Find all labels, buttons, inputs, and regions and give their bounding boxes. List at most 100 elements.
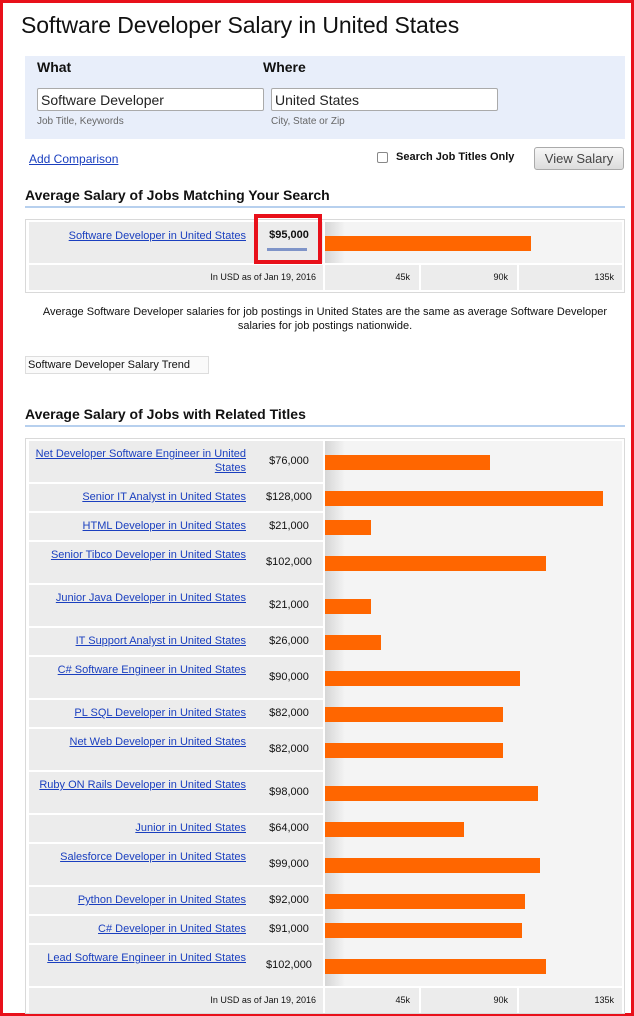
related-bar xyxy=(325,491,603,506)
matching-chart: Software Developer in United States $95,… xyxy=(25,219,625,293)
matching-salary: $95,000 xyxy=(269,229,309,241)
related-bar xyxy=(325,707,503,722)
related-row-label-area xyxy=(29,628,323,655)
related-bar xyxy=(325,894,525,909)
related-bar xyxy=(325,858,540,873)
related-bar xyxy=(325,635,381,650)
matching-tick-label: 135k xyxy=(594,272,614,282)
related-bar xyxy=(325,599,371,614)
related-row-label-area xyxy=(29,441,323,482)
related-job-link[interactable]: PL SQL Developer in United States xyxy=(74,707,246,719)
related-job-link[interactable]: Net Web Developer in United States xyxy=(69,736,247,748)
related-axis-note: In USD as of Jan 19, 2016 xyxy=(210,995,316,1005)
related-salary: $21,000 xyxy=(269,599,309,611)
related-axis-cell: 45k xyxy=(325,988,419,1013)
related-row-label-area xyxy=(29,772,323,813)
salary-trend-button[interactable]: Software Developer Salary Trend xyxy=(25,356,209,374)
related-salary: $82,000 xyxy=(269,743,309,755)
related-row-label-area xyxy=(29,916,323,943)
matching-description: Average Software Developer salaries for … xyxy=(42,306,608,332)
related-job-link[interactable]: HTML Developer in United States xyxy=(82,520,246,532)
matching-axis-note-cell: In USD as of Jan 19, 2016 xyxy=(29,265,323,290)
related-salary: $26,000 xyxy=(269,635,309,647)
what-input[interactable] xyxy=(37,88,264,111)
where-label: Where xyxy=(263,59,306,75)
related-salary: $102,000 xyxy=(266,959,312,971)
search-titles-only-checkbox[interactable]: Search Job Titles Only xyxy=(377,151,514,163)
related-salary: $102,000 xyxy=(266,556,312,568)
related-tick-label: 45k xyxy=(395,995,410,1005)
related-bar xyxy=(325,455,490,470)
related-row-label-area xyxy=(29,513,323,540)
related-job-link[interactable]: Python Developer in United States xyxy=(77,894,246,906)
related-row-label-area xyxy=(29,945,323,986)
related-axis-cell: 90k xyxy=(421,988,517,1013)
related-bar xyxy=(325,822,464,837)
search-titles-only-label: Search Job Titles Only xyxy=(396,151,515,163)
related-job-link[interactable]: Lead Software Engineer in United States xyxy=(47,952,246,964)
related-salary: $99,000 xyxy=(269,858,309,870)
related-tick-label: 135k xyxy=(594,995,614,1005)
related-job-link[interactable]: Junior in United States xyxy=(135,822,246,834)
related-salary: $21,000 xyxy=(269,520,309,532)
related-job-link[interactable]: IT Support Analyst in United States xyxy=(75,635,246,647)
related-row-label-area xyxy=(29,657,323,698)
related-salary: $76,000 xyxy=(269,455,309,467)
matching-tick-1: 45k xyxy=(325,265,419,290)
related-job-link[interactable]: Junior Java Developer in United States xyxy=(55,592,246,604)
salary-highlight-underline xyxy=(267,248,307,251)
add-comparison-link[interactable]: Add Comparison xyxy=(29,152,119,166)
what-label: What xyxy=(37,59,72,75)
matching-axis-note: In USD as of Jan 19, 2016 xyxy=(210,272,316,282)
related-salary: $90,000 xyxy=(269,671,309,683)
related-salary: $91,000 xyxy=(269,923,309,935)
related-row-label-area xyxy=(29,484,323,511)
matching-tick-2: 90k xyxy=(421,265,517,290)
related-bar xyxy=(325,520,371,535)
search-panel: What Where Job Title, Keywords City, Sta… xyxy=(25,56,625,139)
page-title: Software Developer Salary in United Stat… xyxy=(21,12,460,38)
related-salary: $92,000 xyxy=(269,894,309,906)
related-salary: $64,000 xyxy=(269,822,309,834)
related-row-label-area xyxy=(29,700,323,727)
related-heading: Average Salary of Jobs with Related Titl… xyxy=(25,406,625,427)
related-bar xyxy=(325,923,522,938)
related-bar xyxy=(325,671,520,686)
related-salary: $82,000 xyxy=(269,707,309,719)
matching-tick-label: 45k xyxy=(395,272,410,282)
matching-job-link[interactable]: Software Developer in United States xyxy=(68,230,246,242)
related-row-label-area xyxy=(29,844,323,885)
matching-bar xyxy=(325,236,531,251)
related-row-label-area xyxy=(29,585,323,626)
related-job-link[interactable]: Senior IT Analyst in United States xyxy=(82,491,246,503)
related-job-link[interactable]: Ruby ON Rails Developer in United States xyxy=(39,779,246,791)
related-salary: $98,000 xyxy=(269,786,309,798)
related-axis-cell: In USD as of Jan 19, 2016 xyxy=(29,988,323,1013)
where-input[interactable] xyxy=(271,88,498,111)
related-row-label-area xyxy=(29,729,323,770)
salary-highlight-box xyxy=(254,214,322,264)
related-bar xyxy=(325,743,503,758)
where-hint: City, State or Zip xyxy=(271,116,345,127)
related-axis-cell: 135k xyxy=(519,988,622,1013)
related-bar xyxy=(325,959,546,974)
related-row-label-area xyxy=(29,815,323,842)
matching-tick-3: 135k xyxy=(519,265,622,290)
related-job-link[interactable]: Salesforce Developer in United States xyxy=(60,851,246,863)
matching-heading: Average Salary of Jobs Matching Your Sea… xyxy=(25,187,625,208)
related-bar xyxy=(325,556,546,571)
related-row-label-area xyxy=(29,887,323,914)
related-job-link[interactable]: Net Developer Software Engineer in Unite… xyxy=(35,448,246,474)
related-job-link[interactable]: C# Software Engineer in United States xyxy=(57,664,246,676)
related-job-link[interactable]: Senior Tibco Developer in United States xyxy=(50,549,246,561)
matching-label-area xyxy=(29,222,323,263)
related-chart: Net Developer Software Engineer in Unite… xyxy=(25,438,625,1014)
matching-tick-label: 90k xyxy=(493,272,508,282)
related-bar xyxy=(325,786,538,801)
view-salary-button[interactable]: View Salary xyxy=(534,147,624,170)
related-salary: $128,000 xyxy=(266,491,312,503)
what-hint: Job Title, Keywords xyxy=(37,116,124,127)
related-tick-label: 90k xyxy=(493,995,508,1005)
related-job-link[interactable]: C# Developer in United States xyxy=(98,923,246,935)
checkbox-box[interactable] xyxy=(377,151,388,163)
